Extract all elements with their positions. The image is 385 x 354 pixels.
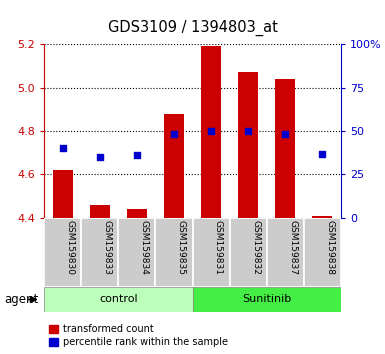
Text: GSM159838: GSM159838	[325, 220, 334, 275]
Bar	[81, 218, 119, 287]
Text: Sunitinib: Sunitinib	[242, 295, 291, 304]
Point	[245, 128, 251, 134]
Legend: transformed count, percentile rank within the sample: transformed count, percentile rank withi…	[49, 325, 228, 347]
Bar	[201, 46, 221, 218]
Bar	[267, 218, 304, 287]
Bar	[90, 205, 110, 218]
Point	[282, 132, 288, 137]
Point	[60, 145, 66, 151]
Text: GSM159834: GSM159834	[140, 220, 149, 275]
Bar	[192, 218, 229, 287]
Point	[97, 154, 103, 160]
Text: GSM159830: GSM159830	[66, 220, 75, 275]
Bar	[156, 218, 192, 287]
Bar	[304, 218, 341, 287]
Bar	[229, 218, 266, 287]
Text: agent: agent	[4, 293, 38, 306]
Bar	[164, 114, 184, 218]
Text: control: control	[99, 295, 138, 304]
Bar	[119, 218, 156, 287]
Bar	[192, 287, 341, 312]
Text: GSM159833: GSM159833	[103, 220, 112, 275]
Bar	[53, 170, 73, 218]
Point	[208, 128, 214, 134]
Point	[171, 132, 177, 137]
Bar	[127, 209, 147, 218]
Point	[134, 153, 140, 158]
Bar	[44, 218, 81, 287]
Text: GSM159831: GSM159831	[214, 220, 223, 275]
Bar	[238, 73, 258, 218]
Bar	[44, 287, 192, 312]
Text: GSM159837: GSM159837	[288, 220, 297, 275]
Text: GSM159835: GSM159835	[177, 220, 186, 275]
Point	[319, 151, 325, 156]
Bar	[275, 79, 295, 218]
Bar	[312, 216, 332, 218]
Text: GSM159832: GSM159832	[251, 220, 260, 275]
Text: GDS3109 / 1394803_at: GDS3109 / 1394803_at	[107, 19, 278, 36]
